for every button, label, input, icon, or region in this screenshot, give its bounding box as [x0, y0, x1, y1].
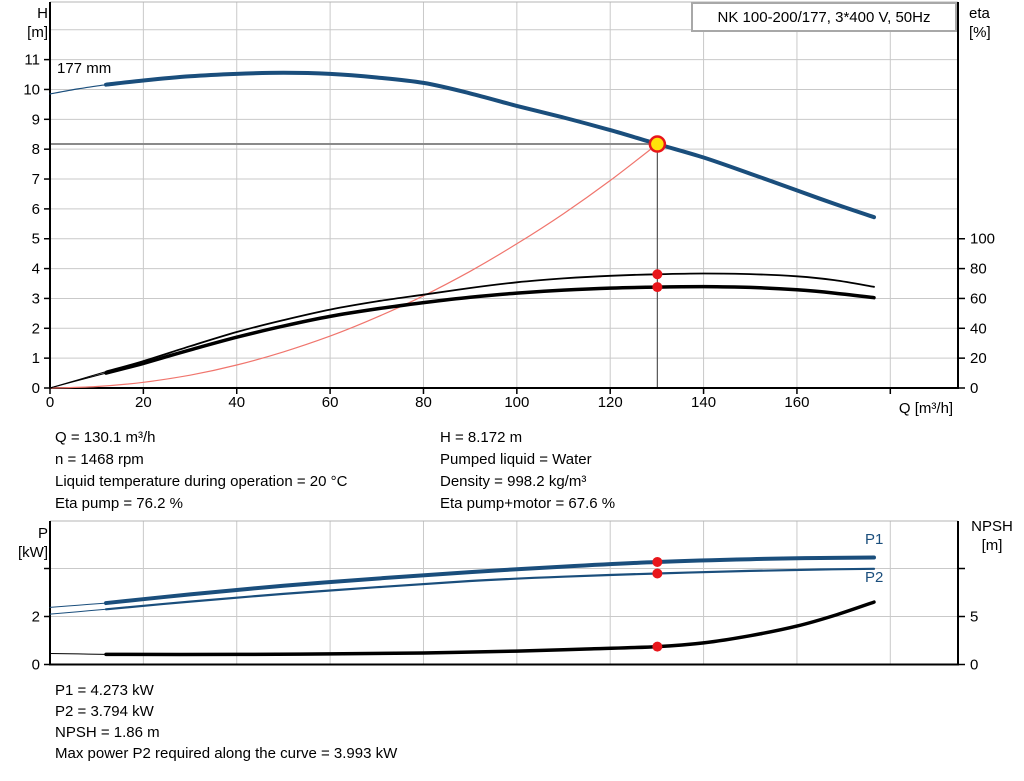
system-curve: [49, 143, 658, 389]
info-p1: P1 = 4.273 kW: [55, 682, 154, 699]
y-tick-label-left: 11: [24, 52, 40, 69]
duty-info-right: H = 8.172 m Pumped liquid = Water Densit…: [440, 427, 615, 515]
x-tick-label: 80: [415, 394, 432, 411]
npsh-axis-label: NPSH [m]: [971, 518, 1013, 554]
y-tick-label-left: 0: [32, 380, 40, 397]
y-tick-label-left: 2: [32, 609, 40, 626]
y-tick-label-left: 8: [32, 141, 40, 158]
p1-curve-label: P1: [865, 531, 884, 548]
npsh-curve: [104, 600, 876, 657]
y-tick-label-right: 100: [970, 231, 995, 248]
p1-curve-leadin: [49, 602, 107, 608]
p2-curve-leadin: [49, 608, 107, 615]
y-tick-label-left: 5: [32, 231, 40, 248]
y-tick-label-left: 0: [32, 657, 40, 674]
x-tick-label: 100: [504, 394, 529, 411]
q-axis-label: Q [m³/h]: [898, 400, 954, 417]
y-tick-label-left: 2: [32, 320, 40, 337]
y-tick-label-left: 3: [32, 290, 40, 307]
duty-point[interactable]: [648, 135, 667, 153]
info-npsh: NPSH = 1.86 m: [55, 724, 160, 741]
p2-curve: [104, 567, 876, 611]
pump-title-box: NK 100-200/177, 3*400 V, 50Hz: [691, 2, 957, 32]
head-curve-leadin: [49, 84, 107, 95]
y-tick-label-right: 20: [970, 350, 987, 367]
h-axis-label: H [m]: [27, 5, 48, 41]
x-tick-label: 60: [322, 394, 339, 411]
duty-info-left: Q = 130.1 m³/h n = 1468 rpm Liquid tempe…: [55, 427, 347, 515]
x-tick-label: 20: [135, 394, 152, 411]
info-p2: P2 = 3.794 kW: [55, 703, 154, 720]
y-tick-label-right: 0: [970, 380, 978, 397]
info-pumped-liquid: Pumped liquid = Water: [440, 451, 592, 468]
p2-point: [652, 568, 663, 579]
y-tick-label-right: 5: [970, 609, 978, 626]
x-tick-label: 140: [691, 394, 716, 411]
eta-pump-motor-curve-leadin: [49, 372, 107, 389]
info-q: Q = 130.1 m³/h: [55, 429, 156, 446]
info-density: Density = 998.2 kg/m³: [440, 473, 587, 490]
info-liquid-temp: Liquid temperature during operation = 20…: [55, 473, 348, 490]
info-speed: n = 1468 rpm: [55, 451, 144, 468]
p1-point: [652, 556, 663, 567]
eta-pump-curve: [105, 272, 875, 373]
y-tick-label-left: 9: [32, 111, 40, 128]
eta-pump-point: [652, 269, 663, 280]
eta-pump-motor-point: [652, 282, 663, 293]
y-tick-label-left: 1: [32, 350, 40, 367]
x-tick-label: 40: [228, 394, 245, 411]
info-eta-pump-motor: Eta pump+motor = 67.6 %: [440, 495, 616, 512]
eta-pump-motor-curve: [104, 284, 876, 375]
y-tick-label-right: 60: [970, 290, 987, 307]
info-h: H = 8.172 m: [440, 429, 523, 446]
y-tick-label-right: 0: [970, 657, 978, 674]
p1-curve: [104, 555, 876, 606]
y-tick-label-left: 7: [32, 171, 40, 188]
y-tick-label-left: 6: [32, 201, 40, 218]
p-axis-label: P [kW]: [18, 525, 48, 561]
eta-axis-label: eta [%]: [969, 5, 991, 41]
info-eta-pump: Eta pump = 76.2 %: [55, 495, 183, 512]
y-tick-label-right: 40: [970, 320, 987, 337]
y-tick-label-left: 10: [23, 81, 40, 98]
pump-title: NK 100-200/177, 3*400 V, 50Hz: [717, 8, 931, 26]
x-tick-label: 120: [598, 394, 623, 411]
y-tick-label-right: 80: [970, 261, 987, 278]
x-tick-label: 0: [46, 394, 54, 411]
y-tick-label-left: 4: [32, 261, 40, 278]
power-info: P1 = 4.273 kW P2 = 3.794 kW NPSH = 1.86 …: [55, 680, 397, 764]
head-curve: [104, 70, 876, 220]
x-tick-label: 160: [784, 394, 809, 411]
impeller-diameter-label: 177 mm: [57, 60, 112, 77]
npsh-point: [652, 641, 663, 652]
npsh-curve-leadin: [49, 652, 107, 655]
p2-curve-label: P2: [865, 569, 884, 586]
info-max-p2: Max power P2 required along the curve = …: [55, 745, 398, 762]
